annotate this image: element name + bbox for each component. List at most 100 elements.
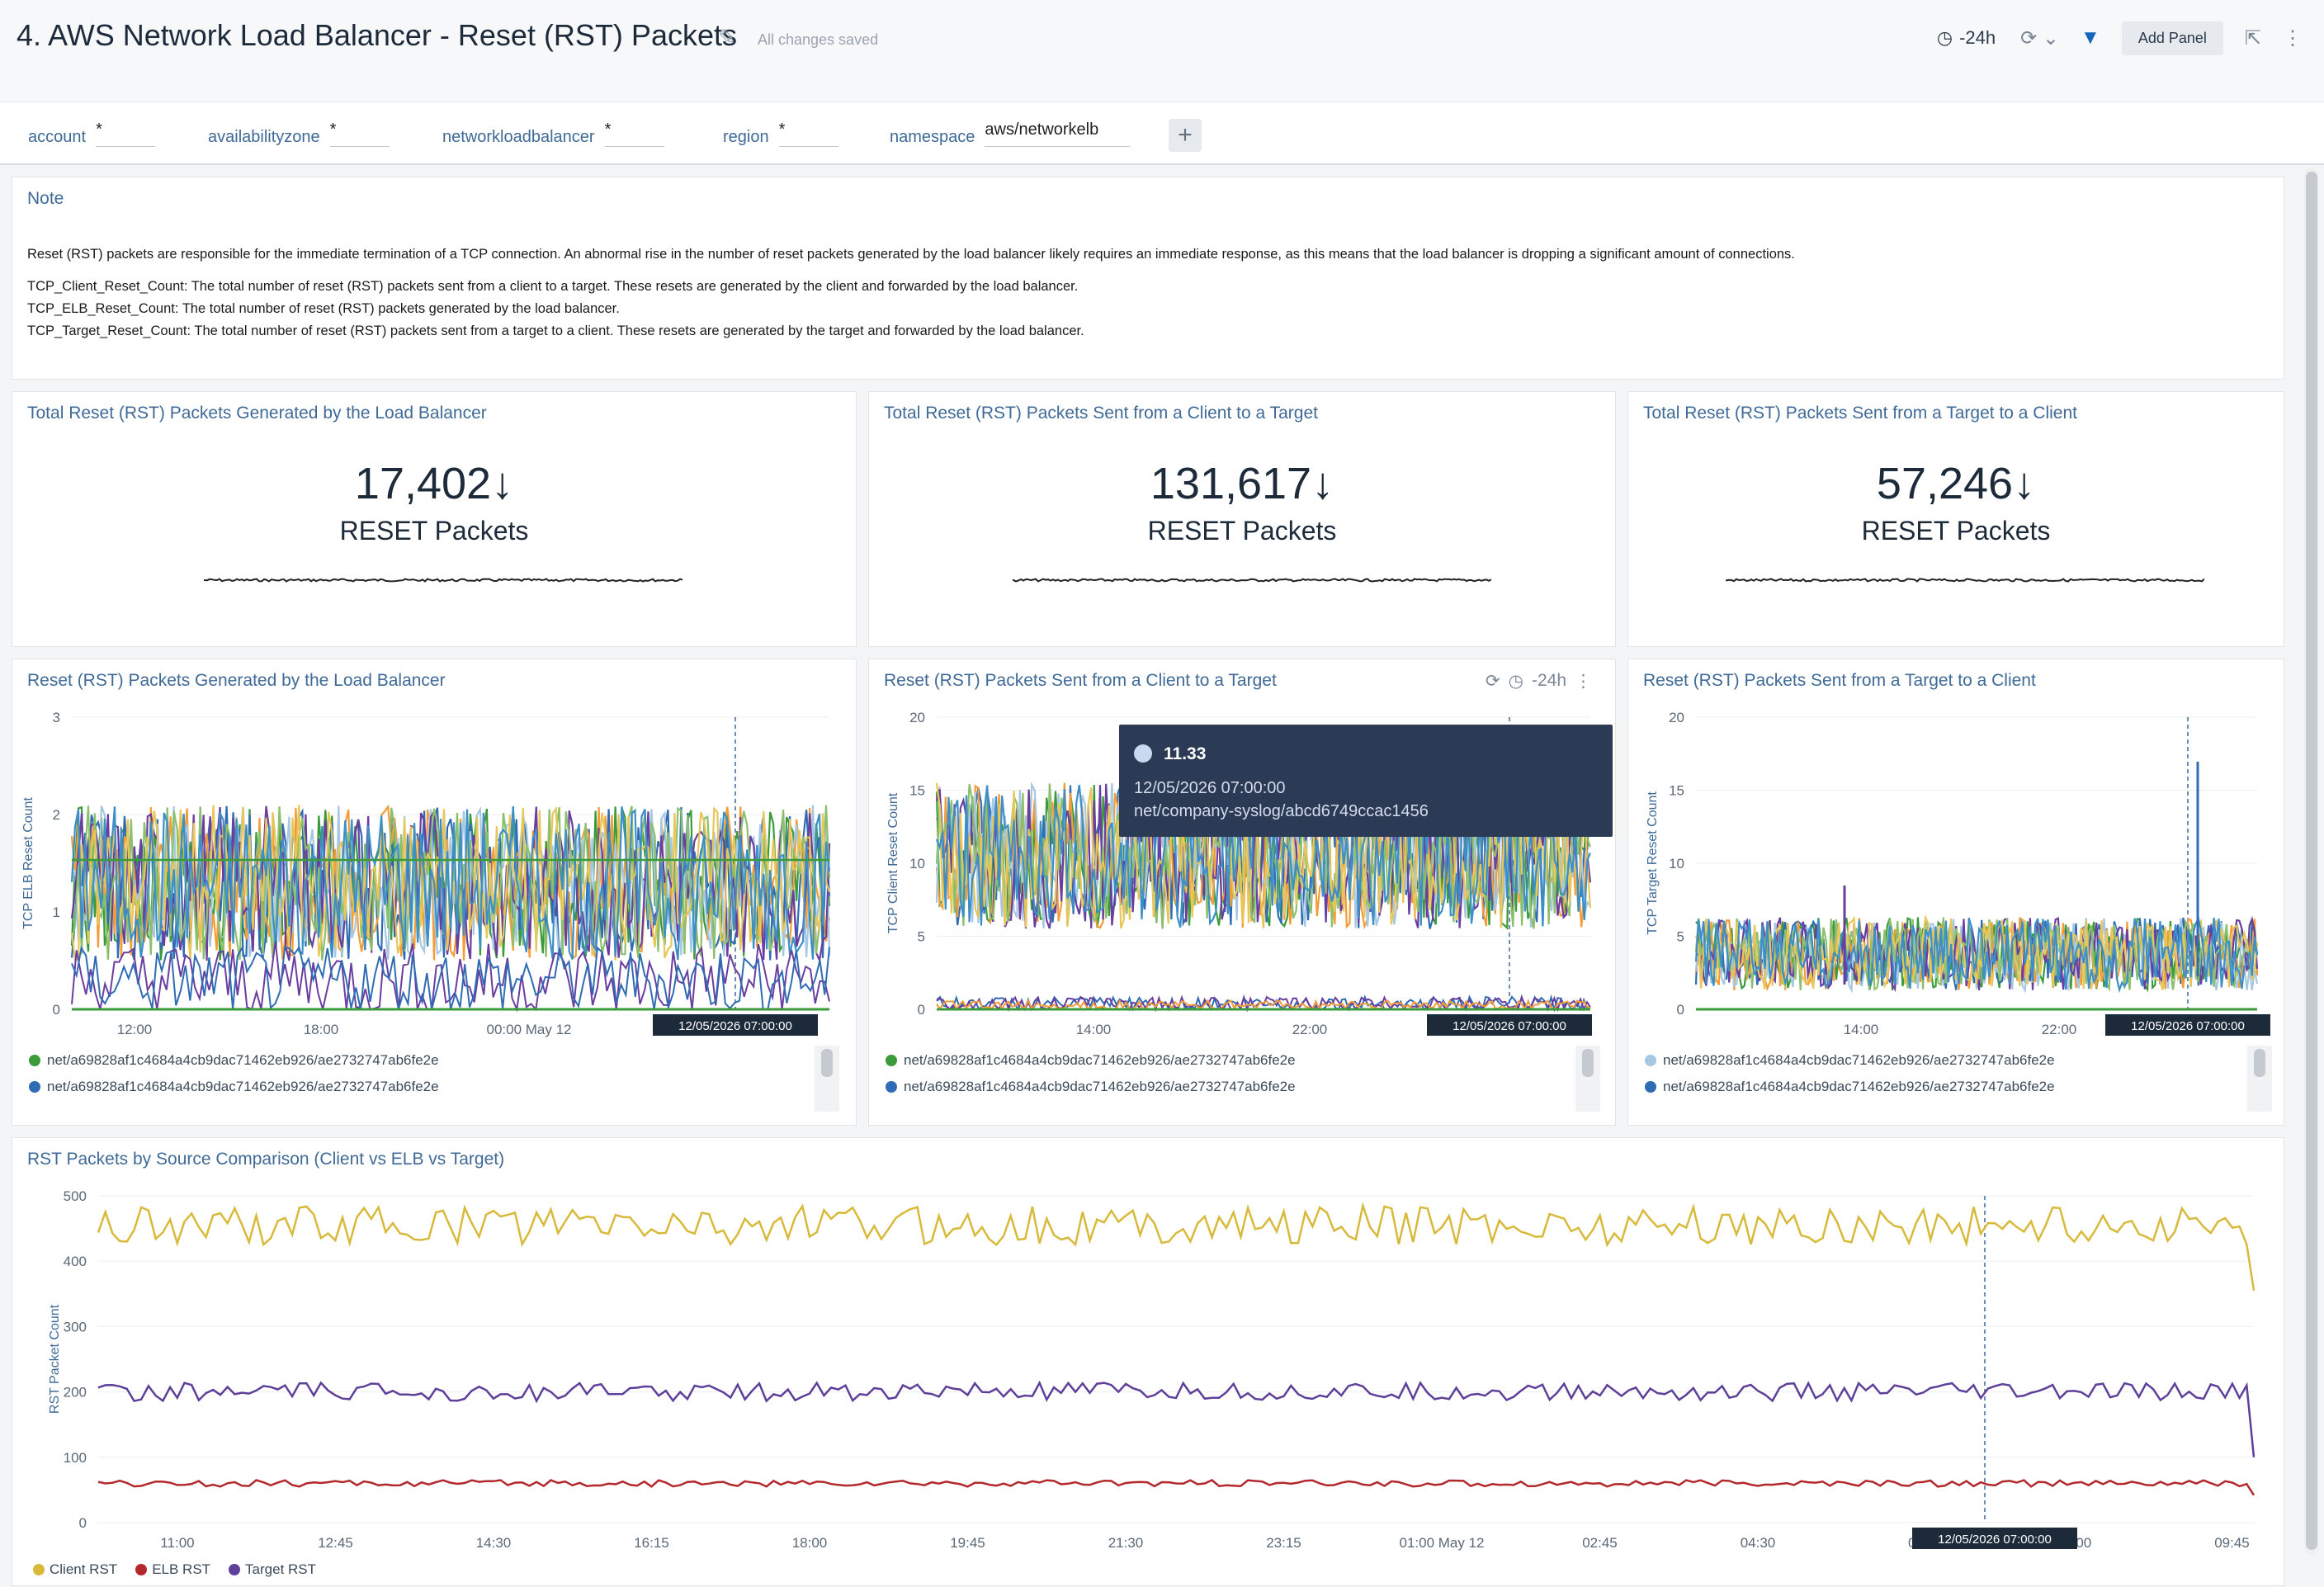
legend-dot xyxy=(33,1564,45,1575)
chart-panel-comparison[interactable]: RST Packets by Source Comparison (Client… xyxy=(12,1137,2284,1586)
series-line xyxy=(97,1479,2256,1496)
legend-label: Client RST xyxy=(50,1561,118,1577)
refresh-icon[interactable]: ⟳ ⌄ xyxy=(2020,26,2060,50)
time-range-picker[interactable]: ◷ -24h xyxy=(1937,27,1996,49)
clock-icon: ◷ xyxy=(1936,27,1953,48)
crosshair-time-box xyxy=(1427,1014,1592,1036)
header-toolbar: ◷ -24h ⟳ ⌄ ▼ Add Panel ⇱ ⋮ xyxy=(1937,20,2324,56)
legend-item-elb[interactable]: ELB RST xyxy=(135,1561,210,1578)
legend-item[interactable]: net/a69828af1c4684a4cb9dac71462eb926/ae2… xyxy=(886,1052,1296,1069)
legend-label: net/a69828af1c4684a4cb9dac71462eb926/ae2… xyxy=(47,1052,439,1068)
legend-dot xyxy=(886,1055,897,1066)
chart-comparison: 500 400 300 200 100 0 11:00 12:45 14:30 16:15 18:0… xyxy=(48,1188,2256,1551)
legend-label: net/a69828af1c4684a4cb9dac71462eb926/ae2… xyxy=(904,1079,1296,1094)
panel-time-range[interactable]: -24h xyxy=(1531,671,1566,690)
dashboard-header: 4. AWS Network Load Balancer - Reset (RS… xyxy=(0,0,2324,102)
stat-value: 17,402↓ xyxy=(12,458,856,509)
crosshair-time-label: 12/05/2026 07:00:00 xyxy=(1452,1019,1566,1033)
chart-panel-target[interactable]: Reset (RST) Packets Sent from a Target t… xyxy=(1627,659,2284,1126)
arrow-down-icon: ↓ xyxy=(491,459,514,508)
filter-availabilityzone[interactable]: availabilityzone * xyxy=(208,120,390,147)
legend-label: Target RST xyxy=(245,1561,317,1577)
series-line xyxy=(70,806,831,961)
y-tick-label: 200 xyxy=(64,1385,87,1400)
filter-account[interactable]: account * xyxy=(28,120,156,147)
stat-number: 131,617 xyxy=(1150,459,1312,508)
x-tick-label: 19:45 xyxy=(950,1535,985,1551)
add-filter-button[interactable]: + xyxy=(1169,119,1202,152)
series-line xyxy=(71,941,830,1013)
x-tick-label: 02:45 xyxy=(1582,1535,1618,1551)
clock-icon[interactable]: ◷ xyxy=(1508,672,1523,691)
crosshair-time-box xyxy=(2105,1014,2270,1036)
note-panel: Note Reset (RST) packets are responsible… xyxy=(12,177,2284,380)
legend-item[interactable]: net/a69828af1c4684a4cb9dac71462eb926/ae2… xyxy=(886,1079,1296,1095)
note-body: Reset (RST) packets are responsible for … xyxy=(27,243,1795,342)
stat-panel-elb[interactable]: Total Reset (RST) Packets Generated by t… xyxy=(12,391,857,647)
legend-scroll-thumb[interactable] xyxy=(821,1049,833,1077)
legend-item[interactable]: net/a69828af1c4684a4cb9dac71462eb926/ae2… xyxy=(1645,1052,2055,1069)
add-panel-button[interactable]: Add Panel xyxy=(2121,21,2223,55)
stat-panel-client[interactable]: Total Reset (RST) Packets Sent from a Cl… xyxy=(868,391,1616,647)
x-tick-label: 21:30 xyxy=(1108,1535,1144,1551)
arrow-down-icon: ↓ xyxy=(1311,459,1334,508)
filter-value[interactable]: * xyxy=(329,120,390,147)
y-tick-label: 10 xyxy=(909,856,925,871)
y-tick-label: 500 xyxy=(64,1188,87,1204)
filter-label: availabilityzone xyxy=(208,128,320,146)
sparkline-path xyxy=(1726,578,2204,583)
refresh-icon[interactable]: ⟳ xyxy=(1486,672,1500,691)
x-tick-label: 09:45 xyxy=(2214,1535,2250,1551)
filter-value[interactable]: * xyxy=(96,120,156,147)
share-icon[interactable]: ⇱ xyxy=(2244,26,2261,50)
filter-networkloadbalancer[interactable]: networkloadbalancer * xyxy=(442,120,664,147)
filter-value[interactable]: * xyxy=(778,120,838,147)
y-tick-label: 0 xyxy=(918,1002,925,1018)
more-options-icon[interactable]: ⋮ xyxy=(2283,26,2303,50)
legend-item[interactable]: net/a69828af1c4684a4cb9dac71462eb926/ae2… xyxy=(1645,1079,2055,1095)
filter-label: namespace xyxy=(890,128,975,146)
stat-number: 57,246 xyxy=(1876,459,2014,508)
stat-panel-target[interactable]: Total Reset (RST) Packets Sent from a Ta… xyxy=(1627,391,2284,647)
filter-label: account xyxy=(28,128,87,146)
filter-value[interactable]: * xyxy=(604,120,664,147)
legend-scroll-thumb[interactable] xyxy=(2254,1049,2265,1077)
edit-title-pencil-icon[interactable]: ✎ xyxy=(718,25,736,50)
legend-item[interactable]: net/a69828af1c4684a4cb9dac71462eb926/ae2… xyxy=(29,1079,439,1095)
more-options-icon[interactable]: ⋮ xyxy=(1575,672,1592,691)
legend-item[interactable]: net/a69828af1c4684a4cb9dac71462eb926/ae2… xyxy=(29,1052,439,1069)
filter-namespace[interactable]: namespace aws/networkelb xyxy=(890,120,1131,147)
crosshair-time-label: 12/05/2026 07:00:00 xyxy=(678,1019,792,1033)
page-scroll-thumb[interactable] xyxy=(2306,172,2317,1550)
x-tick-label: 14:00 xyxy=(1844,1022,1879,1037)
filter-icon[interactable]: ▼ xyxy=(2081,26,2100,49)
legend-item-client[interactable]: Client RST xyxy=(33,1561,117,1578)
crosshair-time-label: 12/05/2026 07:00:00 xyxy=(2131,1019,2245,1033)
note-line-target: TCP_Target_Reset_Count: The total number… xyxy=(27,324,1084,338)
chart-panel-elb[interactable]: Reset (RST) Packets Generated by the Loa… xyxy=(12,659,857,1126)
legend-dot xyxy=(886,1081,897,1093)
x-tick-label: 18:00 xyxy=(792,1535,828,1551)
x-tick-label: 04:30 xyxy=(1741,1535,1776,1551)
crosshair-time-label: 12/05/2026 07:00:00 xyxy=(1938,1533,2052,1547)
x-tick-label: 00:00 May 12 xyxy=(486,1022,571,1037)
x-tick-label: 23:15 xyxy=(1266,1535,1301,1551)
panel-header-icons: ⟳ ◷ -24h ⋮ xyxy=(1486,671,1592,692)
sparkline xyxy=(1726,578,2204,583)
legend-dot xyxy=(229,1564,241,1575)
legend-scroll-thumb[interactable] xyxy=(1582,1049,1594,1077)
filter-value[interactable]: aws/networkelb xyxy=(985,120,1131,147)
note-line-client: TCP_Client_Reset_Count: The total number… xyxy=(27,279,1079,294)
tooltip-time: 12/05/2026 07:00:00 xyxy=(1134,779,1286,797)
series-line xyxy=(1694,916,2259,994)
page-scrollbar[interactable] xyxy=(2304,168,2319,1555)
y-tick-label: 15 xyxy=(1669,783,1684,799)
stat-value: 131,617↓ xyxy=(869,458,1615,509)
dashboard-title: 4. AWS Network Load Balancer - Reset (RS… xyxy=(17,18,737,52)
filter-region[interactable]: region * xyxy=(723,120,838,147)
x-tick-label: 01:00 May 12 xyxy=(1399,1535,1484,1551)
legend-dot xyxy=(1645,1055,1656,1066)
stat-number: 17,402 xyxy=(354,459,492,508)
crosshair-time-box xyxy=(1912,1528,2077,1549)
legend-item-target[interactable]: Target RST xyxy=(229,1561,316,1578)
